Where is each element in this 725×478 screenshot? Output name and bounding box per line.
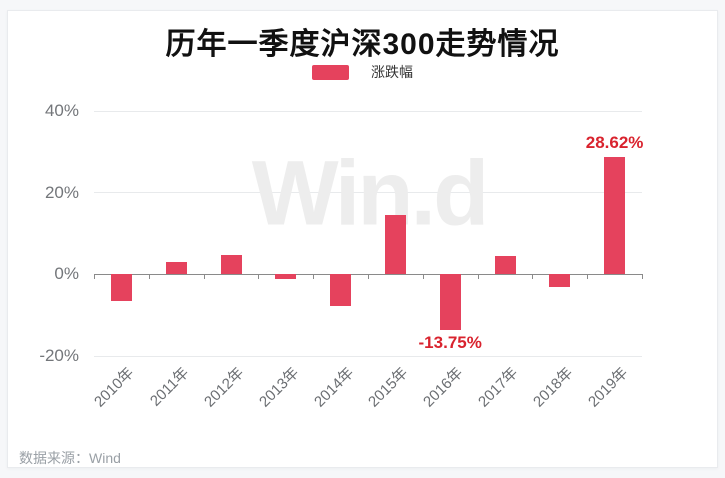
- x-axis-label-2013年: 2013年: [255, 364, 303, 411]
- x-axis-label-2016年: 2016年: [420, 364, 467, 411]
- x-axis-tick: [642, 274, 643, 280]
- data-label-2016年: -13.75%: [418, 333, 482, 353]
- x-axis-tick: [368, 274, 369, 280]
- data-source-note: 数据来源：Wind: [19, 450, 121, 466]
- legend-label: 涨跌幅: [371, 64, 413, 80]
- bar-2014年[interactable]: [330, 274, 352, 307]
- bar-2010年[interactable]: [110, 274, 132, 301]
- bar-2017年[interactable]: [494, 255, 516, 275]
- y-axis-label-20: 20%: [44, 182, 79, 202]
- bar-2016年[interactable]: [439, 274, 461, 331]
- data-label-2019年: 28.62%: [585, 133, 644, 153]
- x-axis-tick: [94, 274, 95, 280]
- gridline-20: [94, 192, 642, 194]
- y-axis-label-40: 40%: [44, 101, 79, 120]
- x-axis-label-2017年: 2017年: [475, 364, 522, 411]
- bar-2015年[interactable]: [384, 214, 406, 275]
- x-axis-tick: [587, 274, 589, 280]
- bar-2013年[interactable]: [275, 274, 297, 279]
- bar-2012年[interactable]: [220, 255, 242, 275]
- y-axis-label-0: 0%: [54, 264, 79, 284]
- x-axis-label-2011年: 2011年: [147, 364, 193, 410]
- x-axis-label-2010年: 2010年: [91, 364, 138, 411]
- plot-area: 40% 20% 0% -20% 2010年 2011年 2012年 2013年 2014年 201…: [39, 101, 644, 411]
- gridline-40: [94, 110, 642, 112]
- gridline--20: [94, 355, 642, 357]
- x-axis-tick: [203, 274, 205, 280]
- bar-2018年[interactable]: [549, 274, 571, 288]
- legend-swatch-icon: [312, 64, 349, 80]
- x-axis-tick: [148, 274, 150, 280]
- x-axis-tick: [258, 274, 260, 280]
- x-axis-label-2012年: 2012年: [201, 364, 248, 411]
- x-axis-label-2014年: 2014年: [310, 364, 357, 411]
- chart-card: 历年一季度沪深300走势情况 涨跌幅 Win.d 40% 20% 0% -20% 201…: [7, 10, 718, 468]
- x-axis-tick: [313, 274, 315, 280]
- x-axis-tick: [532, 274, 534, 280]
- x-axis-tick: [422, 274, 424, 280]
- x-axis-label-2019年: 2019年: [584, 364, 631, 411]
- x-axis-tick: [477, 274, 479, 280]
- bar-2011年[interactable]: [165, 262, 187, 275]
- bar-2019年[interactable]: [604, 157, 626, 275]
- x-axis-label-2015年: 2015年: [365, 364, 412, 411]
- legend[interactable]: 涨跌幅: [8, 62, 717, 82]
- x-axis-label-2018年: 2018年: [529, 364, 577, 411]
- chart-title: 历年一季度沪深300走势情况: [165, 28, 560, 61]
- y-axis-label--20: -20%: [39, 346, 79, 365]
